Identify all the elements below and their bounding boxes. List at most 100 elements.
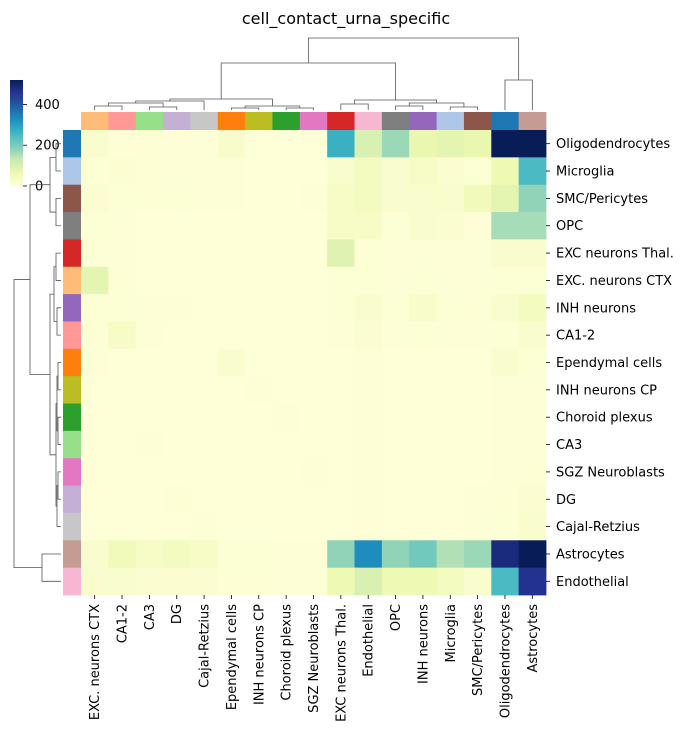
heatmap-cell: [190, 321, 219, 350]
heatmap-cell: [217, 239, 246, 268]
heatmap-cell: [217, 184, 246, 213]
heatmap-cell: [190, 376, 219, 404]
heatmap-cell: [217, 212, 246, 240]
heatmap-cell: [272, 321, 301, 350]
heatmap-cell: [163, 458, 191, 486]
row-dendrogram-link: [29, 184, 50, 375]
row-label: Cajal-Retzius: [556, 520, 640, 535]
heatmap-cell: [436, 184, 465, 213]
heatmap-cell: [463, 485, 492, 514]
heatmap-cell: [108, 157, 137, 186]
column-color-swatch: [245, 112, 273, 130]
column-dendrogram-link: [285, 107, 314, 110]
heatmap-cell: [409, 212, 437, 240]
heatmap-cell: [381, 512, 410, 541]
row-color-swatch: [63, 458, 81, 486]
heatmap-cell: [108, 485, 137, 514]
row-dendrogram-link: [53, 266, 57, 322]
heatmap-cell: [163, 403, 191, 432]
heatmap-cell: [327, 184, 355, 213]
heatmap-cell: [518, 184, 547, 213]
heatmap-cell: [108, 376, 137, 404]
heatmap-cell: [81, 130, 109, 158]
heatmap-cell: [381, 321, 410, 350]
column-color-swatch: [409, 112, 437, 130]
heatmap-cell: [381, 157, 410, 186]
heatmap-cell: [436, 212, 465, 240]
heatmap-cell: [217, 321, 246, 350]
heatmap-cell: [245, 512, 273, 541]
heatmap-cell: [463, 266, 492, 295]
heatmap-cell: [327, 348, 355, 377]
row-dendrogram-link: [49, 156, 56, 213]
heatmap-cell: [108, 458, 137, 486]
column-color-swatch: [217, 112, 246, 130]
heatmap-cell: [381, 239, 410, 268]
heatmap-cell: [190, 157, 219, 186]
heatmap-cell: [518, 376, 547, 404]
heatmap-cell: [354, 403, 383, 432]
column-dendrogram-link: [449, 106, 479, 110]
row-dendrogram-link: [57, 416, 61, 445]
heatmap-cell: [327, 212, 355, 240]
heatmap-cell: [463, 540, 492, 569]
row-tick-labels: Oligodendrocytes Microglia SMC/Pericytes OP…: [546, 137, 674, 590]
column-label: EXC neurons Thal.: [334, 604, 349, 722]
heatmap-cell: [108, 212, 137, 240]
heatmap-cell: [409, 348, 437, 377]
row-color-swatch: [63, 239, 81, 268]
heatmap-cell: [245, 184, 273, 213]
heatmap-cell: [354, 266, 383, 295]
heatmap-cell: [436, 430, 465, 459]
heatmap-cell: [327, 130, 355, 158]
row-dendrogram-link: [55, 252, 61, 281]
heatmap-cell: [245, 348, 273, 377]
heatmap-cell: [135, 458, 164, 486]
heatmap-cell: [327, 485, 355, 514]
heatmap-cell: [135, 239, 164, 268]
heatmap-cell: [81, 266, 109, 295]
heatmap-cell: [190, 212, 219, 240]
heatmap-cell: [491, 212, 520, 240]
heatmap-cell: [108, 348, 137, 377]
heatmap-cell: [518, 130, 547, 158]
row-label: INH neurons CP: [556, 383, 657, 398]
heatmap-cell: [163, 130, 191, 158]
column-color-swatch: [463, 112, 492, 130]
heatmap-cell: [381, 485, 410, 514]
heatmap-cell: [463, 348, 492, 377]
heatmap-cell: [81, 567, 109, 596]
heatmap-cell: [354, 294, 383, 322]
heatmap-cell: [409, 239, 437, 268]
heatmap-cell: [163, 485, 191, 514]
row-color-swatch: [63, 403, 81, 432]
heatmap-cell: [108, 294, 137, 322]
heatmap-cell: [272, 157, 301, 186]
row-color-swatch: [63, 157, 81, 186]
heatmap-cell: [81, 512, 109, 541]
heatmap-cell: [354, 458, 383, 486]
heatmap-cell: [436, 540, 465, 569]
heatmap-cell: [135, 130, 164, 158]
heatmap-cell: [327, 458, 355, 486]
heatmap-cell: [190, 184, 219, 213]
heatmap-cell: [409, 485, 437, 514]
heatmap-cell: [81, 239, 109, 268]
heatmap-cell: [327, 294, 355, 322]
row-color-swatch: [63, 212, 81, 240]
column-color-swatch: [327, 112, 355, 130]
heatmap-cell: [217, 403, 246, 432]
heatmap-cell: [299, 321, 328, 350]
column-dendrogram-link: [135, 100, 205, 110]
heatmap-cell: [163, 266, 191, 295]
heatmap-cell: [299, 567, 328, 596]
heatmap-cell: [436, 376, 465, 404]
heatmap-cell: [163, 321, 191, 350]
colorbar-tick-label: 0: [35, 180, 43, 195]
heatmap-cell: [190, 239, 219, 268]
heatmap-cell: [463, 458, 492, 486]
heatmap-cell: [108, 567, 137, 596]
heatmap-cell: [409, 512, 437, 541]
heatmap-cell: [190, 430, 219, 459]
heatmap-cell: [190, 294, 219, 322]
